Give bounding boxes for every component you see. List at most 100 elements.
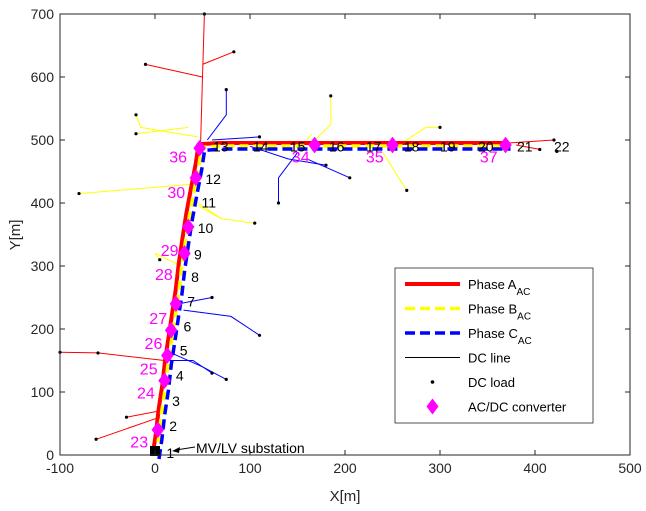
x-tick-label-5: 400 (523, 460, 547, 476)
dc-line-17 (401, 126, 440, 144)
legend-label-sub-2: AC (518, 336, 532, 347)
dc-line-8 (135, 114, 198, 138)
bus-label-9: 9 (194, 247, 202, 263)
converter-11 (499, 136, 512, 154)
legend-swatch-5 (426, 398, 439, 415)
bus-label-4: 4 (176, 368, 184, 384)
dc-load-19 (324, 163, 328, 167)
converters-layer (151, 136, 512, 439)
y-tick-label-4: 400 (31, 195, 55, 211)
bus-label-6: 6 (184, 319, 192, 335)
y-tick-label-5: 500 (31, 132, 55, 148)
dc-load-9 (134, 113, 138, 117)
dc-load-14 (329, 94, 333, 98)
dc-load-20 (276, 201, 281, 205)
dc-line-15 (306, 133, 313, 141)
dc-line-19 (211, 136, 260, 141)
y-tick-label-2: 200 (31, 321, 55, 337)
dc-line-14 (311, 95, 332, 144)
y-tick-label-0: 0 (46, 447, 54, 463)
dc-lines-layer (59, 13, 555, 440)
substation-annotation: MV/LV substation (196, 440, 305, 456)
converter-label-35: 35 (366, 150, 384, 167)
bus-label-8: 8 (191, 269, 199, 285)
dc-load-3 (94, 437, 98, 441)
dc-line-26 (169, 360, 213, 374)
dc-line-16 (382, 152, 408, 191)
dc-line-20 (249, 145, 327, 166)
dc-line-1 (145, 63, 203, 78)
dc-line-24 (178, 297, 213, 305)
dc-load-13 (158, 258, 162, 262)
converter-1 (158, 372, 171, 390)
converter-8 (193, 139, 206, 157)
converter-label-24: 24 (137, 385, 155, 402)
legend-box (394, 267, 594, 424)
converter-label-37: 37 (480, 150, 498, 167)
y-tick-label-7: 700 (31, 6, 55, 22)
converter-4 (169, 295, 183, 313)
dc-line-18 (206, 89, 227, 141)
dc-load-1 (143, 62, 148, 66)
dc-load-23 (210, 295, 214, 300)
bus-label-11: 11 (202, 194, 217, 210)
bus-label-10: 10 (198, 220, 214, 236)
y-tick-label-1: 100 (31, 384, 55, 400)
y-axis-label: Y[m] (7, 220, 24, 251)
converter-3 (164, 321, 178, 339)
converter-label-36: 36 (169, 150, 187, 167)
dc-line-2 (202, 51, 234, 65)
x-tick-label-6: 500 (618, 460, 642, 476)
x-axis-label: X[m] (330, 488, 361, 505)
dc-line-9 (135, 126, 189, 135)
bus-label-5: 5 (180, 342, 188, 358)
dc-load-15 (405, 188, 409, 192)
bus-label-21: 21 (517, 138, 533, 154)
converter-10 (386, 136, 399, 154)
dc-line-7 (515, 144, 540, 150)
dc-load-6 (96, 351, 100, 355)
dc-load-16 (438, 125, 442, 129)
dc-line-4 (126, 410, 160, 418)
bus-label-20: 20 (478, 138, 494, 154)
phase-a-line (151, 141, 505, 454)
dc-line-6 (506, 139, 555, 144)
converter-5 (178, 244, 191, 262)
dc-load-8 (538, 147, 542, 152)
dc-load-11 (77, 191, 81, 196)
converter-9 (308, 136, 321, 154)
legend-label-3: DC line (468, 351, 511, 366)
dc-load-2 (232, 50, 236, 54)
dc-line-13 (154, 252, 182, 267)
bus-label-13: 13 (213, 138, 229, 154)
dc-loads-layer (58, 12, 559, 441)
legend-label-sub-1: AC (517, 311, 531, 322)
bus-label-1: 1 (166, 445, 174, 461)
legend-label-sub-0: AC (516, 287, 530, 298)
converter-label-26: 26 (145, 336, 163, 353)
bus-label-16: 16 (329, 138, 345, 154)
converter-label-28: 28 (155, 267, 173, 284)
dc-load-22 (257, 333, 262, 337)
bus-label-17: 17 (366, 138, 382, 154)
axes-layer: -100 0 100 200 300 400 50001002003004005006007… (31, 6, 642, 476)
substation-arrow-head (172, 447, 180, 453)
dc-line-21 (278, 152, 298, 203)
phase-b-line (154, 144, 508, 457)
y-tick-label-6: 600 (31, 69, 55, 85)
bus-label-14: 14 (253, 138, 269, 154)
converter-label-30: 30 (167, 185, 185, 202)
converter-label-29: 29 (161, 243, 179, 260)
dc-line-3 (95, 416, 160, 440)
dc-load-7 (552, 138, 556, 142)
legend-swatch-4 (430, 380, 435, 384)
legend-label-5: AC/DC converter (468, 400, 567, 415)
phase-c-line (157, 147, 511, 460)
converter-6 (181, 218, 195, 236)
converter-2 (161, 347, 174, 364)
bus-label-18: 18 (404, 138, 420, 154)
bus-label-19: 19 (440, 138, 456, 154)
